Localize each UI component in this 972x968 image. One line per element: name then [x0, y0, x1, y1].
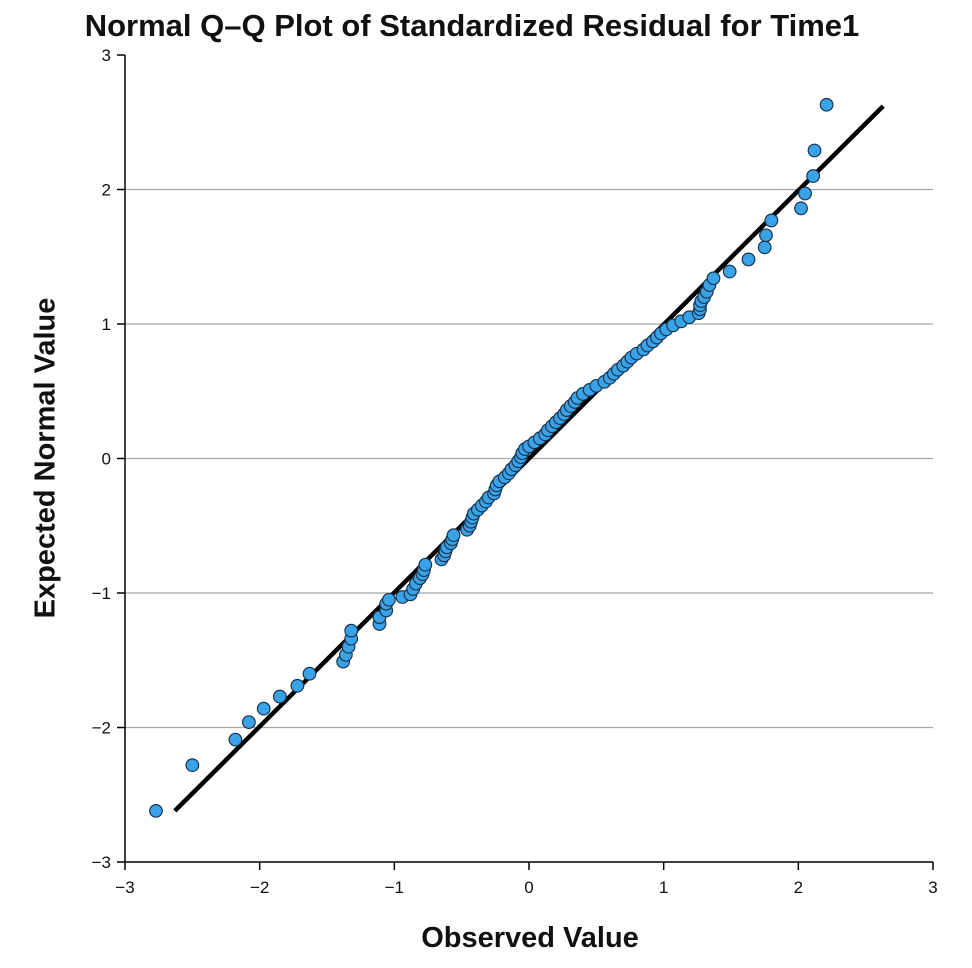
data-point [759, 228, 773, 243]
data-point [764, 213, 779, 228]
x-tick-label: −2 [250, 878, 269, 897]
data-point [706, 271, 721, 286]
x-tick-label: −3 [115, 878, 134, 897]
data-point [446, 528, 461, 543]
data-point [807, 143, 822, 158]
data-point [806, 169, 821, 183]
data-point [185, 758, 200, 773]
data-point [228, 732, 243, 747]
y-tick-label: −2 [92, 719, 111, 738]
x-tick-label: 1 [659, 878, 668, 897]
reference-line-layer [173, 104, 885, 813]
data-points [149, 97, 834, 818]
data-point [241, 715, 256, 730]
y-tick-label: 1 [102, 315, 111, 334]
data-point [302, 666, 317, 681]
y-tick-label: −3 [92, 853, 111, 872]
x-tick-label: −1 [385, 878, 404, 897]
y-tick-label: 3 [102, 46, 111, 65]
data-point [272, 689, 287, 704]
data-point [382, 592, 396, 607]
y-tick-label: 0 [102, 450, 111, 469]
x-tick-label: 0 [524, 878, 533, 897]
data-point [149, 803, 163, 818]
axes: −3 −2 −1 0 1 2 3 −3 −2 −1 0 1 2 3 [92, 46, 938, 897]
data-point [344, 623, 359, 638]
chart-title: Normal Q–Q Plot of Standardized Residual… [84, 8, 860, 43]
x-axis-label: Observed Value [421, 922, 639, 954]
data-point [757, 240, 772, 255]
x-tick-label: 2 [794, 878, 803, 897]
data-point [256, 701, 271, 716]
data-point [794, 201, 808, 216]
data-point [722, 264, 737, 279]
y-tick-label: −1 [92, 584, 111, 603]
reference-line [173, 104, 885, 813]
x-tick-label: 3 [928, 878, 937, 897]
data-point [819, 97, 834, 112]
data-point [741, 252, 756, 267]
y-tick-label: 2 [102, 181, 111, 200]
data-point [290, 678, 305, 693]
data-point [418, 557, 433, 572]
data-point [798, 186, 812, 201]
